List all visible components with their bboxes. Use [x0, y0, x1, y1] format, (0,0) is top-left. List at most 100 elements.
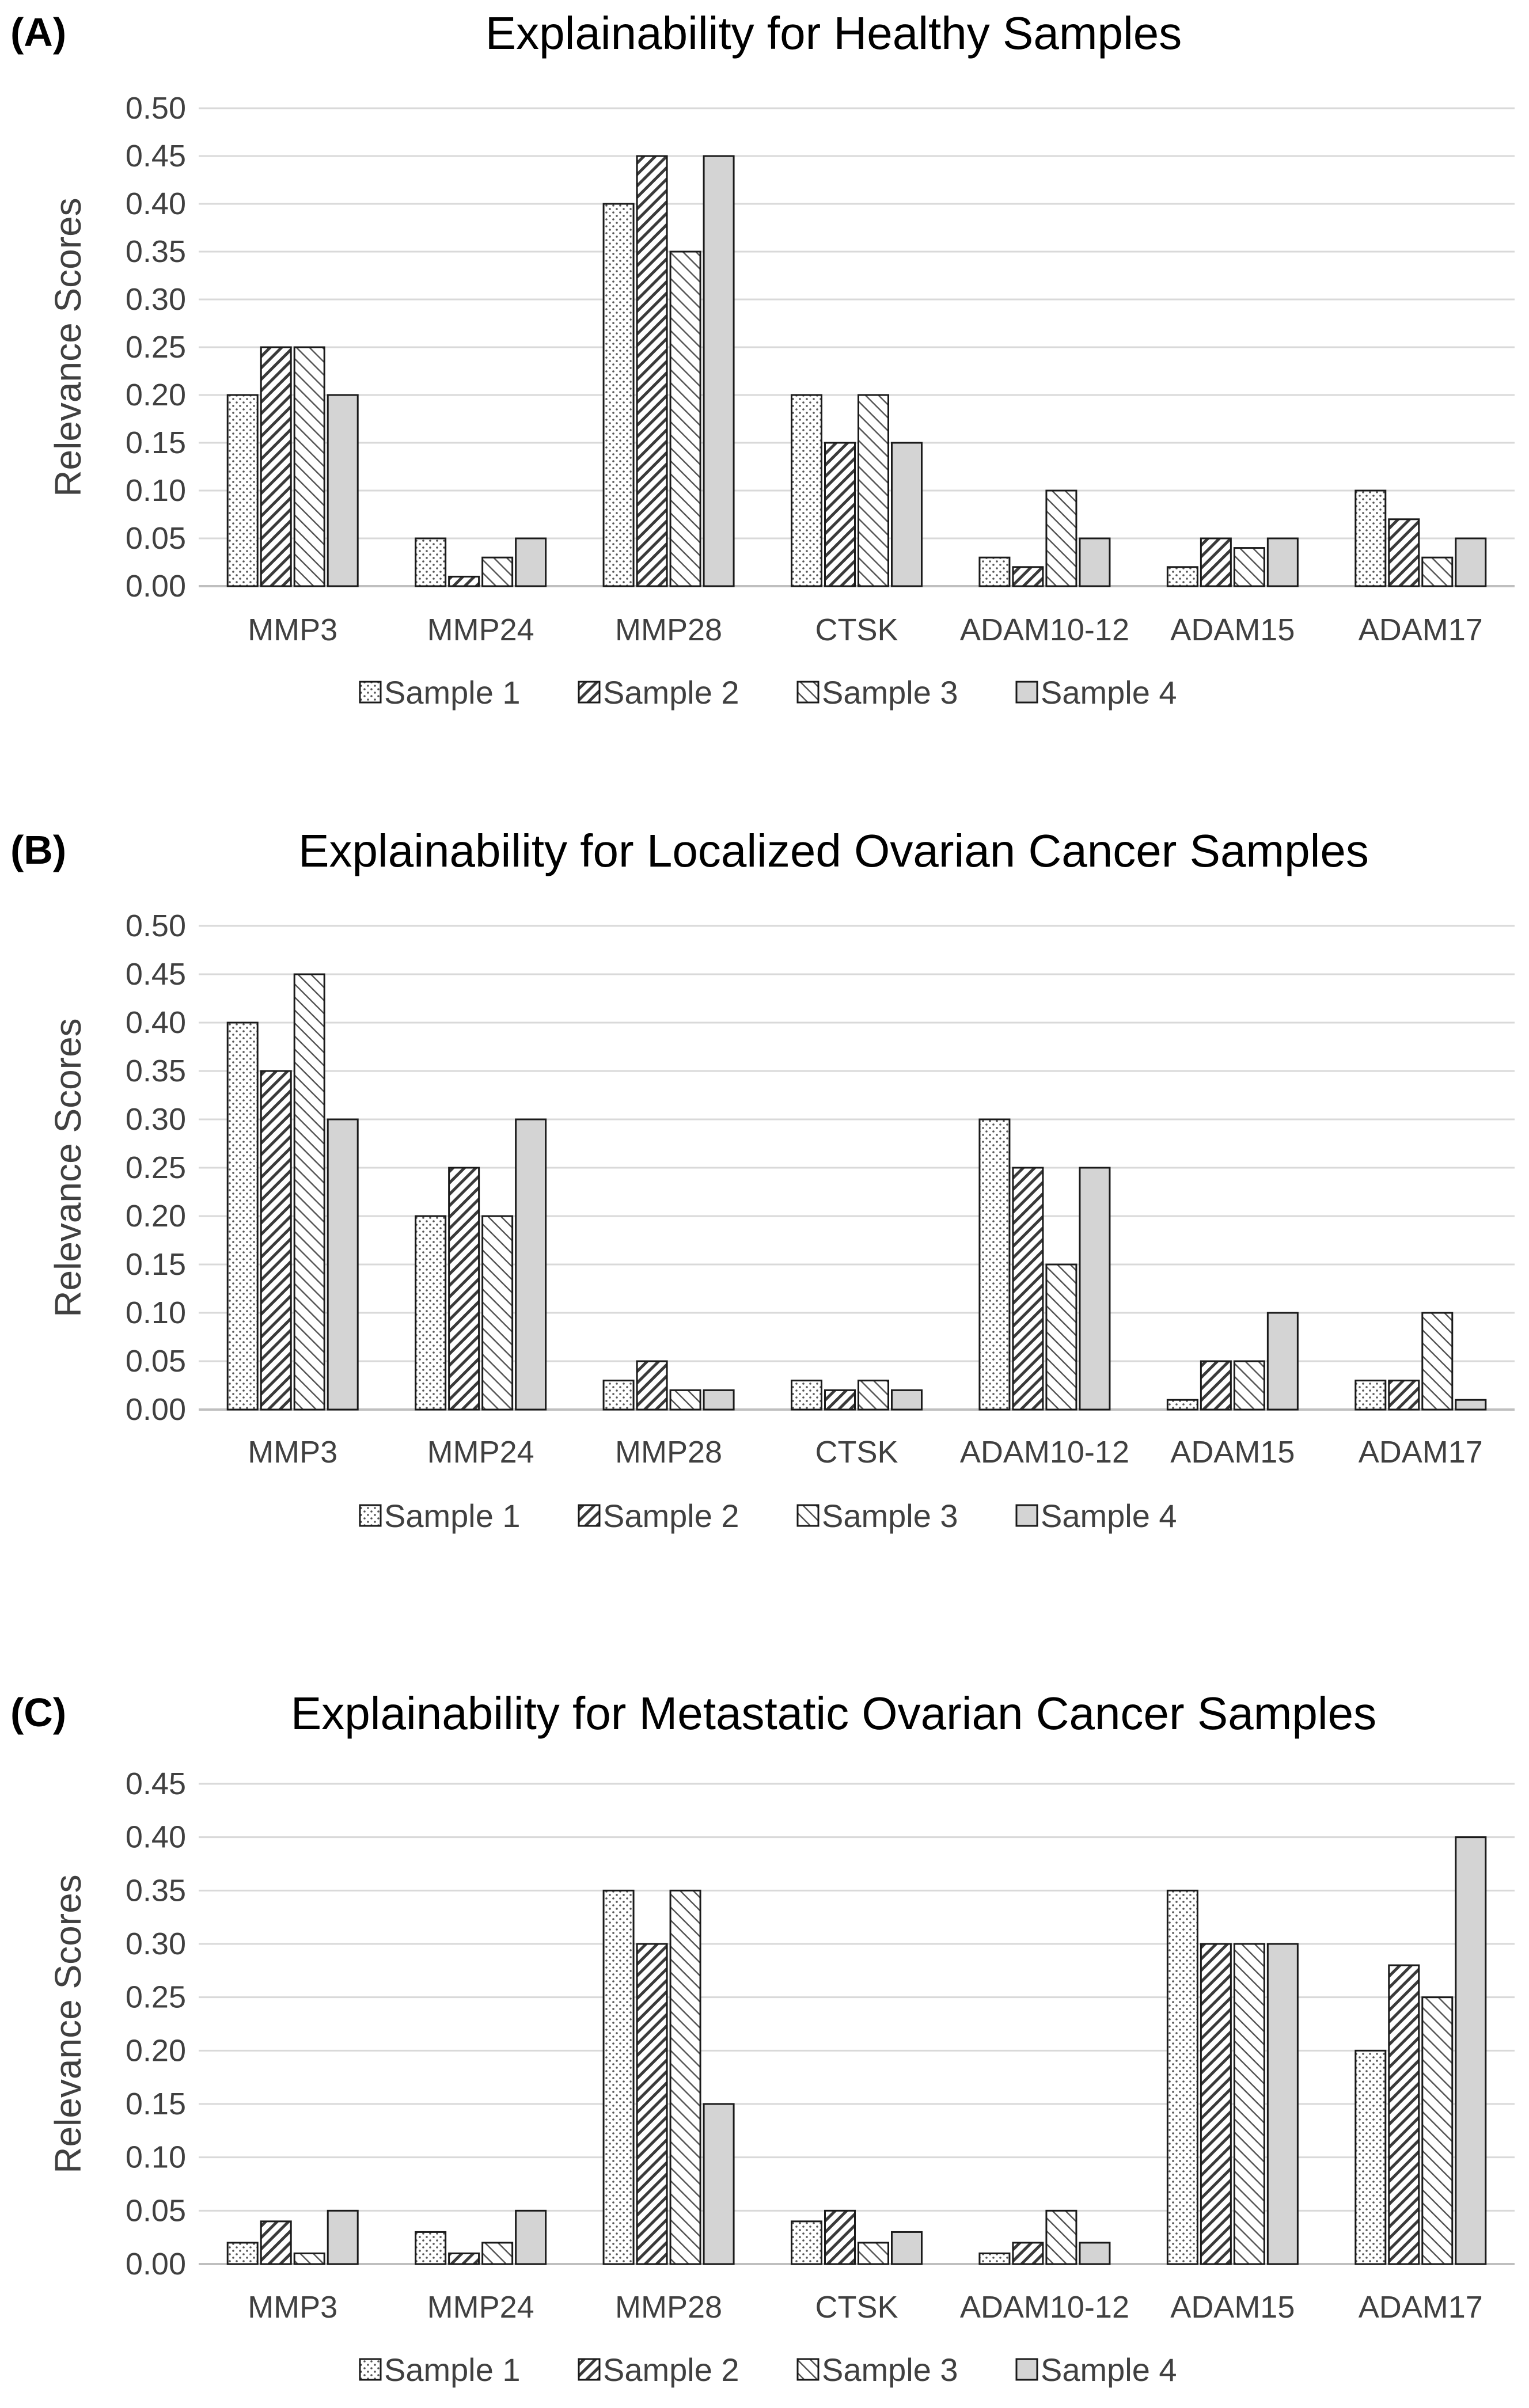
y-tick-label: 0.20 [126, 378, 186, 412]
bar [515, 2209, 547, 2265]
x-category-label: MMP28 [615, 1435, 722, 1469]
y-tick-label: 0.00 [126, 569, 186, 603]
bar [1045, 489, 1077, 587]
legend-label: Sample 3 [822, 674, 958, 711]
bar [1266, 1943, 1299, 2265]
legend-item: Sample 1 [359, 2352, 521, 2388]
bar [415, 2231, 447, 2265]
bar [1266, 537, 1299, 587]
bar [260, 346, 292, 587]
y-axis-title: Relevance Scores [47, 1018, 89, 1317]
y-tick-label: 0.15 [126, 1247, 186, 1282]
bar [1388, 1964, 1420, 2265]
legend-item: Sample 2 [578, 674, 739, 711]
bar [669, 250, 701, 587]
bar [891, 1389, 923, 1411]
legend-label: Sample 3 [822, 2352, 958, 2388]
bar [1012, 2242, 1044, 2265]
legend-swatch [359, 1504, 382, 1527]
bar [1233, 1943, 1265, 2265]
y-tick-label: 0.40 [126, 1820, 186, 1855]
legend-swatch [796, 2358, 819, 2381]
bar [415, 537, 447, 587]
bar [1045, 2209, 1077, 2265]
bar [1200, 537, 1232, 587]
bar [448, 2252, 480, 2265]
bar [1200, 1943, 1232, 2265]
bar [858, 2242, 889, 2265]
x-category-label: MMP24 [427, 1435, 534, 1469]
x-category-label: ADAM17 [1359, 2290, 1483, 2325]
bar [1355, 1380, 1387, 1411]
bar [1355, 2049, 1387, 2265]
x-category-label: ADAM10-12 [960, 613, 1129, 647]
x-category-label: CTSK [815, 1435, 898, 1469]
bar [1355, 489, 1387, 587]
x-category-label: MMP3 [248, 1435, 337, 1469]
legend-item: Sample 1 [359, 674, 521, 711]
legend-swatch [578, 2358, 601, 2381]
legend-item: Sample 4 [1015, 1498, 1177, 1534]
bar [791, 394, 822, 587]
y-tick-label: 0.25 [126, 1150, 186, 1185]
chart-title: Explainability for Metastatic Ovarian Ca… [291, 1688, 1376, 1739]
legend-label: Sample 4 [1041, 1498, 1177, 1534]
bar [1166, 1889, 1198, 2265]
y-tick-label: 0.40 [126, 187, 186, 221]
x-category-label: ADAM17 [1359, 1435, 1483, 1469]
bar [1079, 537, 1111, 587]
chart-panel: (A) Explainability for Healthy Samples 0.0… [10, 7, 1515, 711]
bar [791, 2220, 822, 2265]
legend-swatch [1015, 681, 1038, 704]
bar [602, 1380, 635, 1411]
bar [1455, 1836, 1487, 2265]
panel-letter: (C) [10, 1690, 66, 1735]
bar [791, 1380, 822, 1411]
chart-panel: (C) Explainability for Metastatic Ovarian… [10, 1688, 1515, 2388]
y-tick-label: 0.45 [126, 1767, 186, 1801]
legend-label: Sample 4 [1041, 674, 1177, 711]
bar [481, 556, 514, 587]
x-category-label: MMP28 [615, 2290, 722, 2325]
legend-swatch [359, 681, 382, 704]
bar [1079, 1167, 1111, 1411]
y-tick-label: 0.00 [126, 1392, 186, 1427]
chart-title: Explainability for Healthy Samples [485, 7, 1182, 59]
y-tick-label: 0.25 [126, 1980, 186, 2015]
legend-item: Sample 4 [1015, 674, 1177, 711]
bar [415, 1215, 447, 1411]
bar [1200, 1360, 1232, 1411]
panel-letter: (A) [10, 10, 66, 55]
legend-item: Sample 3 [796, 1498, 958, 1534]
y-tick-label: 0.35 [126, 234, 186, 269]
bar [636, 1360, 668, 1411]
bar [1166, 1399, 1198, 1411]
legend-label: Sample 4 [1041, 2352, 1177, 2388]
bar [703, 155, 735, 587]
panel-letter: (B) [10, 827, 66, 872]
legend-label: Sample 1 [384, 674, 521, 711]
x-category-label: MMP28 [615, 613, 722, 647]
x-category-label: ADAM10-12 [960, 1435, 1129, 1469]
legend-swatch [578, 681, 601, 704]
y-tick-label: 0.50 [126, 91, 186, 126]
legend-label: Sample 2 [603, 1498, 739, 1534]
legend-label: Sample 2 [603, 2352, 739, 2388]
y-tick-label: 0.25 [126, 330, 186, 364]
chart-panel: (B) Explainability for Localized Ovarian … [10, 825, 1515, 1534]
bar [293, 973, 325, 1411]
bar [327, 2209, 359, 2265]
legend-label: Sample 1 [384, 2352, 521, 2388]
bar [978, 2252, 1011, 2265]
bar [602, 1889, 635, 2265]
bar [1233, 547, 1265, 587]
bar [327, 394, 359, 587]
bar [858, 394, 889, 587]
x-category-label: ADAM15 [1170, 1435, 1295, 1469]
bar [1421, 556, 1454, 587]
y-tick-label: 0.15 [126, 2087, 186, 2121]
bar [515, 1118, 547, 1411]
bar [1421, 1312, 1454, 1411]
legend-swatch [796, 1504, 819, 1527]
y-tick-label: 0.45 [126, 957, 186, 992]
